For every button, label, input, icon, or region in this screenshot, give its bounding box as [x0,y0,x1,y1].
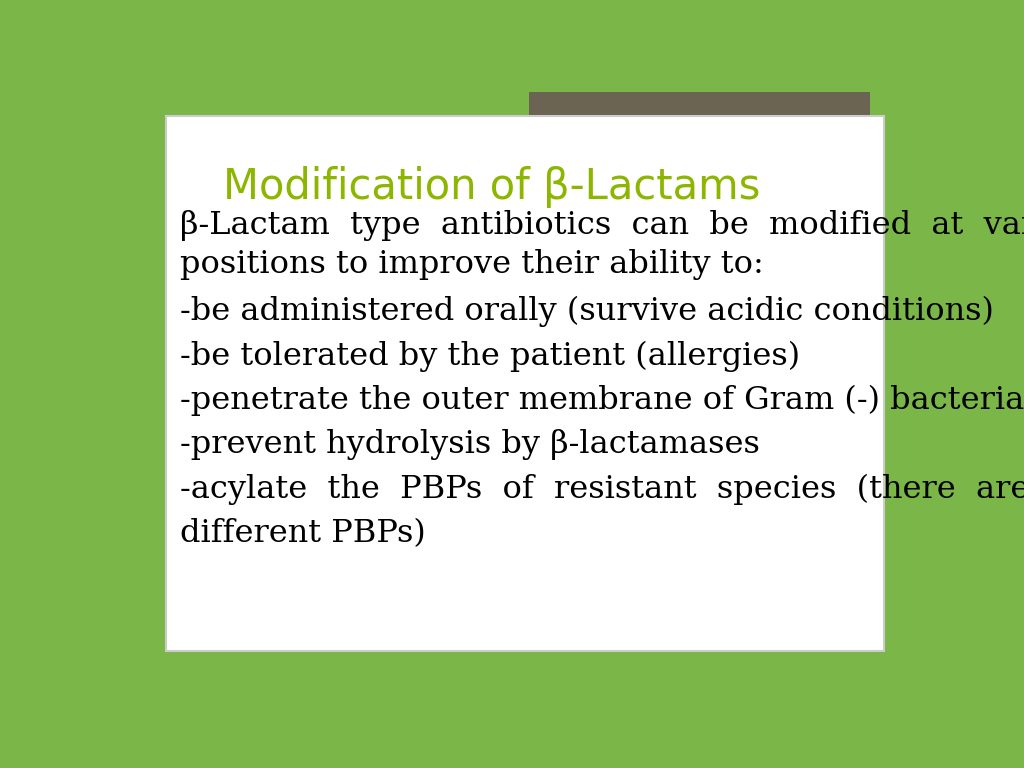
Text: -be tolerated by the patient (allergies): -be tolerated by the patient (allergies) [179,340,800,372]
Text: -be administered orally (survive acidic conditions): -be administered orally (survive acidic … [179,296,993,327]
Text: Modification of β-Lactams: Modification of β-Lactams [223,166,761,208]
Text: different PBPs): different PBPs) [179,518,425,549]
Text: β-Lactam  type  antibiotics  can  be  modified  at  various: β-Lactam type antibiotics can be modifie… [179,210,1024,241]
Bar [528,74,870,142]
Text: -acylate  the  PBPs  of  resistant  species  (there  are  many: -acylate the PBPs of resistant species (… [179,474,1024,505]
Text: -prevent hydrolysis by β-lactamases: -prevent hydrolysis by β-lactamases [179,429,760,460]
Text: -penetrate the outer membrane of Gram (-) bacteria: -penetrate the outer membrane of Gram (-… [179,385,1024,416]
Text: positions to improve their ability to:: positions to improve their ability to: [179,249,763,280]
